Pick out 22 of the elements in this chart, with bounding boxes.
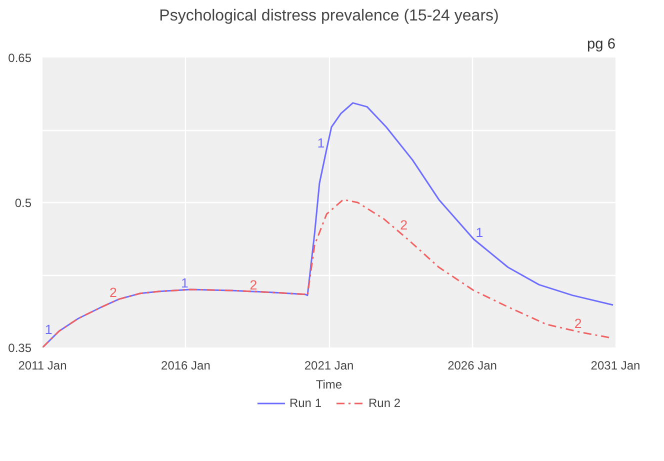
annotation: 1 bbox=[317, 135, 325, 150]
annotation: 1 bbox=[476, 225, 484, 240]
x-tick-label: 2016 Jan bbox=[161, 358, 210, 372]
annotation: 1 bbox=[44, 322, 52, 337]
annotation: 2 bbox=[109, 285, 117, 300]
legend-label: Run 1 bbox=[289, 396, 322, 410]
annotation: 2 bbox=[574, 316, 582, 332]
x-tick-label: 2031 Jan bbox=[590, 358, 640, 372]
legend-label: Run 2 bbox=[368, 396, 401, 410]
line-series bbox=[42, 198, 612, 348]
y-tick-label: 0.65 bbox=[8, 51, 32, 65]
annotation: 1 bbox=[181, 276, 188, 290]
x-axis-title: Time bbox=[316, 378, 342, 392]
x-tick-label: 2026 Jan bbox=[448, 358, 497, 372]
y-tick-label: 0.35 bbox=[8, 341, 32, 355]
annotation: 2 bbox=[250, 277, 258, 292]
x-tick-label: 2011 Jan bbox=[18, 358, 67, 372]
text: pg 6 bbox=[586, 36, 616, 52]
annotation: 2 bbox=[400, 218, 408, 232]
y-tick-label: 0.5 bbox=[14, 196, 32, 210]
chart-title: Psychological distress prevalence (15-24 years) bbox=[159, 8, 499, 24]
x-tick-label: 2021 Jan bbox=[304, 358, 354, 372]
